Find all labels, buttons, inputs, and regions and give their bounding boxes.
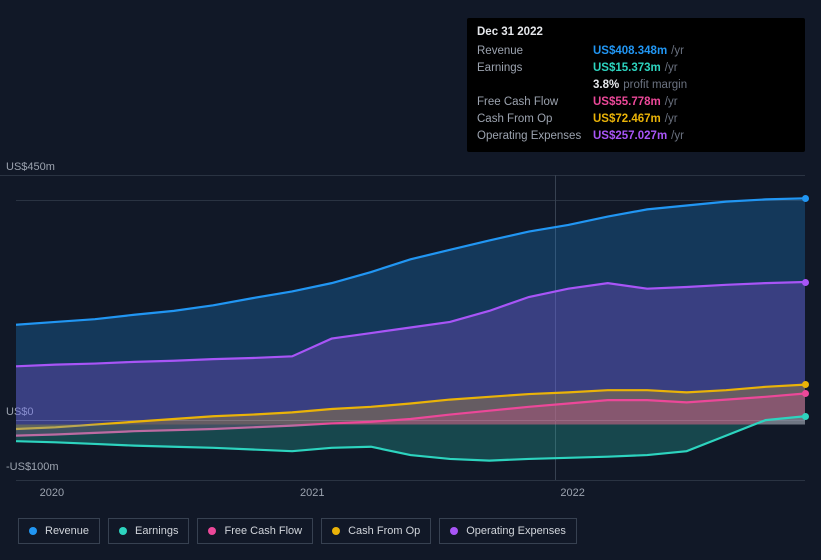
series-end-dot [802,279,809,286]
tooltip-key: Earnings [477,62,593,74]
tooltip-suffix: /yr [671,130,684,142]
tooltip-row: Earnings US$15.373m /yr [477,59,795,76]
tooltip-key: Free Cash Flow [477,96,593,108]
y-label-450: US$450m [6,161,55,173]
series-end-dot [802,381,809,388]
tooltip-suffix: /yr [665,62,678,74]
legend-item[interactable]: Earnings [108,518,189,544]
tooltip-value: 3.8% [593,79,619,91]
legend-dot-icon [450,527,458,535]
tooltip-value: US$72.467m [593,113,661,125]
legend-label: Cash From Op [348,525,420,537]
legend-label: Free Cash Flow [224,525,302,537]
legend-label: Operating Expenses [466,525,566,537]
series-end-dot [802,390,809,397]
tooltip-suffix: profit margin [623,79,687,91]
legend-item[interactable]: Revenue [18,518,100,544]
legend-dot-icon [332,527,340,535]
series-end-dot [802,413,809,420]
tooltip-value: US$257.027m [593,130,667,142]
tooltip-suffix: /yr [665,113,678,125]
legend-item[interactable]: Operating Expenses [439,518,577,544]
tooltip-key: Revenue [477,45,593,57]
x-label-2020: 2020 [40,487,64,499]
tooltip-key: Cash From Op [477,113,593,125]
tooltip: Dec 31 2022 Revenue US$408.348m /yr Earn… [467,18,805,152]
tooltip-value: US$15.373m [593,62,661,74]
x-label-2021: 2021 [300,487,324,499]
legend-item[interactable]: Cash From Op [321,518,431,544]
tooltip-row: 3.8% profit margin [477,76,795,93]
gridline-bottom [16,480,805,481]
area-chart[interactable] [16,175,805,480]
tooltip-suffix: /yr [671,45,684,57]
tooltip-row: Cash From Op US$72.467m /yr [477,110,795,127]
tooltip-row: Operating Expenses US$257.027m /yr [477,127,795,144]
tooltip-value: US$55.778m [593,96,661,108]
tooltip-date: Dec 31 2022 [477,26,795,38]
tooltip-row: Free Cash Flow US$55.778m /yr [477,93,795,110]
tooltip-value: US$408.348m [593,45,667,57]
legend-item[interactable]: Free Cash Flow [197,518,313,544]
x-label-2022: 2022 [560,487,584,499]
legend: Revenue Earnings Free Cash Flow Cash Fro… [18,518,577,544]
legend-dot-icon [119,527,127,535]
legend-label: Revenue [45,525,89,537]
legend-dot-icon [208,527,216,535]
series-end-dot [802,195,809,202]
tooltip-suffix: /yr [665,96,678,108]
tooltip-row: Revenue US$408.348m /yr [477,42,795,59]
legend-dot-icon [29,527,37,535]
tooltip-key: Operating Expenses [477,130,593,142]
legend-label: Earnings [135,525,178,537]
